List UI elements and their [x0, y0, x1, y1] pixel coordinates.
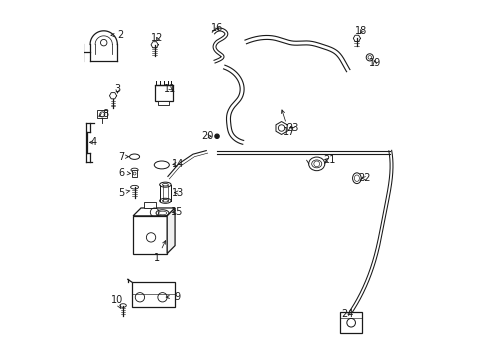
Text: 19: 19 — [368, 58, 381, 68]
Bar — [133, 216, 167, 253]
Bar — [97, 111, 107, 118]
Text: 5: 5 — [118, 188, 130, 198]
Bar — [340, 312, 362, 333]
Polygon shape — [167, 208, 175, 253]
Bar — [144, 202, 156, 208]
Text: 20: 20 — [201, 131, 214, 141]
Bar — [158, 101, 169, 105]
Text: 23: 23 — [286, 123, 298, 133]
Text: 10: 10 — [110, 295, 122, 309]
Text: 8: 8 — [99, 109, 109, 119]
Text: 6: 6 — [118, 168, 130, 178]
Text: 9: 9 — [166, 292, 181, 302]
Text: 14: 14 — [172, 159, 184, 169]
Text: 15: 15 — [172, 207, 184, 217]
Text: 16: 16 — [211, 23, 223, 33]
Bar — [155, 85, 173, 101]
Text: 21: 21 — [323, 155, 336, 165]
Text: 4: 4 — [90, 138, 97, 147]
Text: 2: 2 — [111, 30, 123, 40]
Text: 12: 12 — [151, 33, 163, 43]
Text: 3: 3 — [115, 84, 121, 94]
Circle shape — [215, 134, 219, 138]
Text: 13: 13 — [172, 188, 184, 198]
Text: 18: 18 — [355, 26, 368, 36]
Polygon shape — [133, 208, 175, 216]
Text: 11: 11 — [164, 84, 176, 94]
Bar — [132, 170, 137, 177]
Text: 22: 22 — [358, 173, 370, 183]
Text: 24: 24 — [341, 310, 353, 319]
Text: 17: 17 — [281, 110, 295, 136]
Text: 1: 1 — [154, 240, 166, 263]
Text: 7: 7 — [118, 152, 129, 162]
Bar — [132, 282, 175, 307]
